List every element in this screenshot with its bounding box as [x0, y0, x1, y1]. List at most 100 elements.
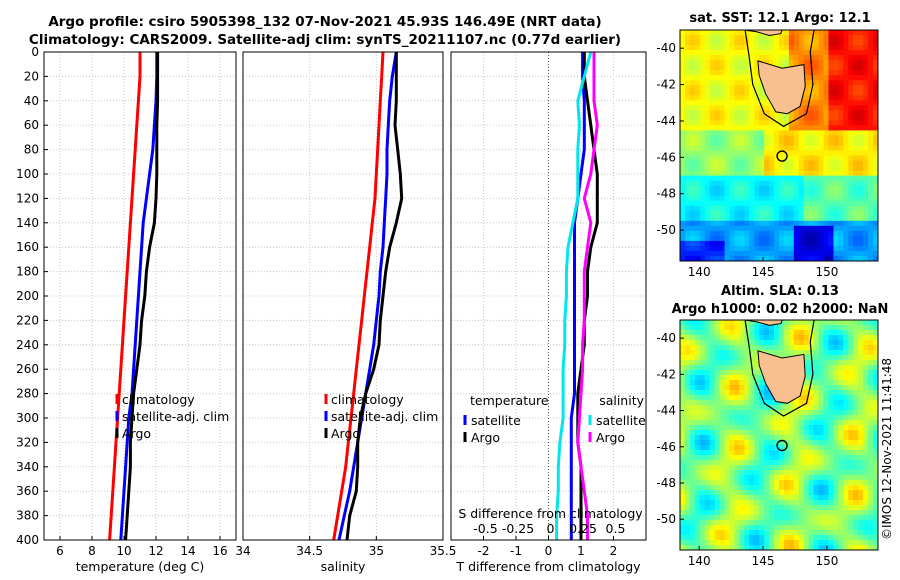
raster-cell: [828, 30, 834, 36]
raster-cell: [853, 345, 859, 351]
raster-cell: [848, 185, 854, 192]
raster-cell: [808, 255, 815, 262]
raster-cell: [774, 250, 780, 257]
raster-cell: [808, 460, 815, 466]
raster-cell: [749, 545, 755, 551]
raster-cell: [719, 30, 725, 36]
raster-cell: [798, 120, 805, 126]
raster-cell: [823, 30, 829, 36]
raster-cell: [694, 100, 701, 106]
raster-cell: [769, 400, 775, 406]
raster-cell: [689, 225, 696, 232]
raster-cell: [699, 375, 706, 381]
raster-cell: [759, 505, 765, 511]
raster-cell: [680, 120, 686, 126]
raster-cell: [868, 425, 874, 431]
x-tick-label: -2: [478, 544, 490, 558]
raster-cell: [709, 75, 716, 81]
raster-cell: [853, 380, 859, 386]
raster-cell: [739, 335, 745, 341]
raster-cell: [739, 105, 745, 111]
raster-cell: [838, 495, 844, 501]
raster-cell: [734, 445, 740, 451]
raster-cell: [863, 250, 869, 257]
raster-cell: [808, 225, 815, 232]
raster-cell: [704, 35, 711, 41]
raster-cell: [823, 515, 829, 521]
raster-cell: [764, 515, 770, 521]
raster-cell: [754, 135, 760, 141]
raster-cell: [873, 155, 879, 161]
raster-cell: [704, 400, 711, 406]
sst-map-frame: [679, 29, 879, 262]
raster-cell: [754, 510, 760, 516]
raster-cell: [808, 245, 815, 252]
raster-cell: [838, 35, 844, 41]
raster-cell: [868, 440, 874, 446]
raster-cell: [833, 370, 839, 376]
raster-cell: [739, 210, 745, 217]
raster-cell: [858, 445, 864, 451]
raster-cell: [689, 205, 696, 212]
raster-cell: [858, 535, 864, 541]
raster-cell: [803, 475, 810, 481]
y-tick-label: 300: [16, 411, 39, 425]
raster-cell: [863, 405, 869, 411]
raster-cell: [680, 160, 686, 166]
raster-cell: [739, 330, 745, 336]
raster-cell: [769, 455, 775, 461]
raster-cell: [680, 195, 686, 202]
raster-cell: [729, 90, 735, 96]
raster-cell: [788, 130, 795, 136]
raster-cell: [848, 375, 854, 381]
raster-cell: [779, 225, 785, 232]
raster-cell: [803, 155, 810, 161]
raster-cell: [798, 30, 805, 36]
raster-cell: [694, 205, 701, 212]
raster-cell: [823, 240, 829, 247]
raster-cell: [818, 475, 824, 481]
raster-cell: [769, 440, 775, 446]
raster-cell: [873, 160, 879, 166]
raster-cell: [853, 90, 859, 96]
raster-cell: [873, 390, 879, 396]
raster-cell: [704, 210, 711, 217]
raster-cell: [788, 435, 795, 441]
raster-cell: [759, 200, 765, 207]
raster-cell: [783, 165, 790, 172]
raster-cell: [863, 400, 869, 406]
raster-cell: [798, 225, 805, 232]
y-tick-label: 0: [31, 45, 39, 59]
raster-cell: [749, 65, 755, 71]
raster-cell: [798, 350, 805, 356]
raster-cell: [680, 235, 686, 242]
raster-cell: [868, 30, 874, 36]
raster-cell: [798, 395, 805, 401]
raster-cell: [843, 450, 849, 456]
raster-cell: [769, 525, 775, 531]
raster-cell: [704, 125, 711, 131]
raster-cell: [803, 75, 810, 81]
raster-cell: [783, 530, 790, 536]
raster-cell: [759, 225, 765, 232]
raster-cell: [719, 460, 725, 466]
raster-cell: [828, 200, 834, 207]
raster-cell: [843, 220, 849, 227]
raster-cell: [734, 485, 740, 491]
raster-cell: [833, 505, 839, 511]
raster-cell: [744, 440, 750, 446]
raster-cell: [684, 495, 691, 501]
raster-cell: [764, 430, 770, 436]
raster-cell: [818, 405, 824, 411]
raster-cell: [739, 515, 745, 521]
raster-cell: [779, 130, 785, 136]
raster-cell: [793, 200, 800, 207]
raster-cell: [754, 530, 760, 536]
raster-cell: [843, 465, 849, 471]
raster-cell: [694, 525, 701, 531]
raster-cell: [749, 180, 755, 187]
raster-cell: [684, 390, 691, 396]
raster-cell: [684, 30, 691, 36]
raster-cell: [749, 390, 755, 396]
raster-cell: [774, 50, 780, 56]
